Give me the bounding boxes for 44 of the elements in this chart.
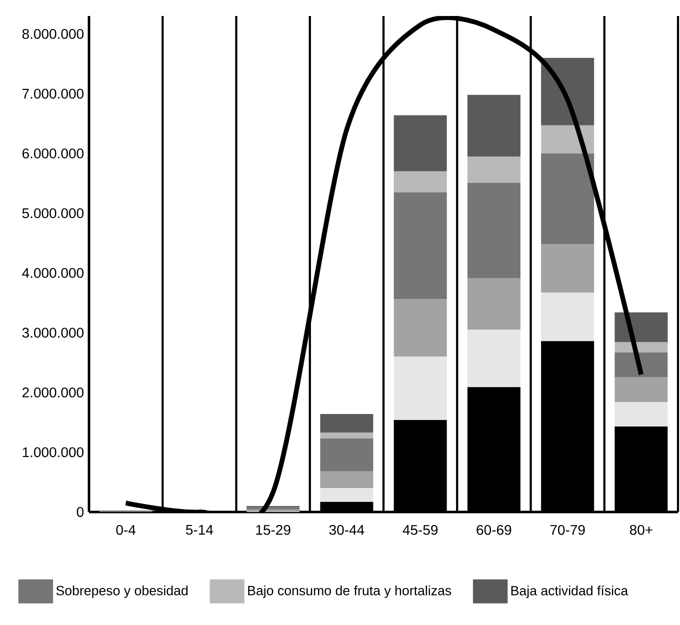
bar — [541, 58, 594, 126]
legend-label: Bajo consumo de fruta y hortalizas — [248, 586, 452, 598]
legend-label: Sobrepeso y obesidad — [56, 586, 188, 598]
bar — [320, 438, 374, 472]
bar — [541, 125, 594, 154]
y-tick-label: 7.000.000 — [22, 88, 84, 99]
bar — [541, 244, 594, 293]
bar — [320, 432, 374, 438]
bar — [614, 312, 668, 342]
bar — [320, 471, 374, 488]
bar — [394, 356, 447, 420]
x-tick-label: 5-14 — [186, 524, 214, 535]
bar — [394, 192, 447, 300]
y-tick-label: 0 — [76, 507, 84, 517]
bar — [394, 171, 447, 192]
bar — [467, 330, 520, 388]
bar — [467, 156, 520, 183]
x-tick-label: 15-29 — [256, 524, 290, 535]
bar — [320, 488, 374, 502]
bar — [320, 414, 374, 433]
bar — [394, 299, 447, 357]
x-tick-label: 30-44 — [329, 524, 364, 535]
bar — [614, 376, 668, 402]
y-tick-label: 8.000.000 — [22, 28, 84, 39]
y-tick-label: 6.000.000 — [22, 148, 84, 158]
y-tick-label: 4.000.000 — [22, 268, 84, 278]
bar — [541, 292, 594, 342]
x-tick-label: 45-59 — [402, 524, 438, 535]
bar — [394, 115, 447, 172]
bar — [467, 94, 520, 156]
x-tick-label: 0-4 — [116, 524, 136, 535]
bar — [614, 402, 668, 427]
bar — [541, 153, 594, 244]
x-tick-label: 80+ — [630, 524, 652, 535]
x-tick-label: 60-69 — [476, 524, 512, 535]
bar — [614, 352, 668, 377]
y-tick-label: 1.000.000 — [22, 447, 84, 458]
y-tick-label: 5.000.000 — [22, 208, 84, 218]
y-tick-label: 3.000.000 — [22, 328, 84, 338]
x-tick-label: 70-79 — [550, 524, 585, 535]
bar — [467, 182, 520, 278]
legend-label: Baja actividad física — [511, 585, 628, 598]
bar — [467, 278, 520, 330]
y-tick-label: 2.000.000 — [22, 388, 84, 398]
